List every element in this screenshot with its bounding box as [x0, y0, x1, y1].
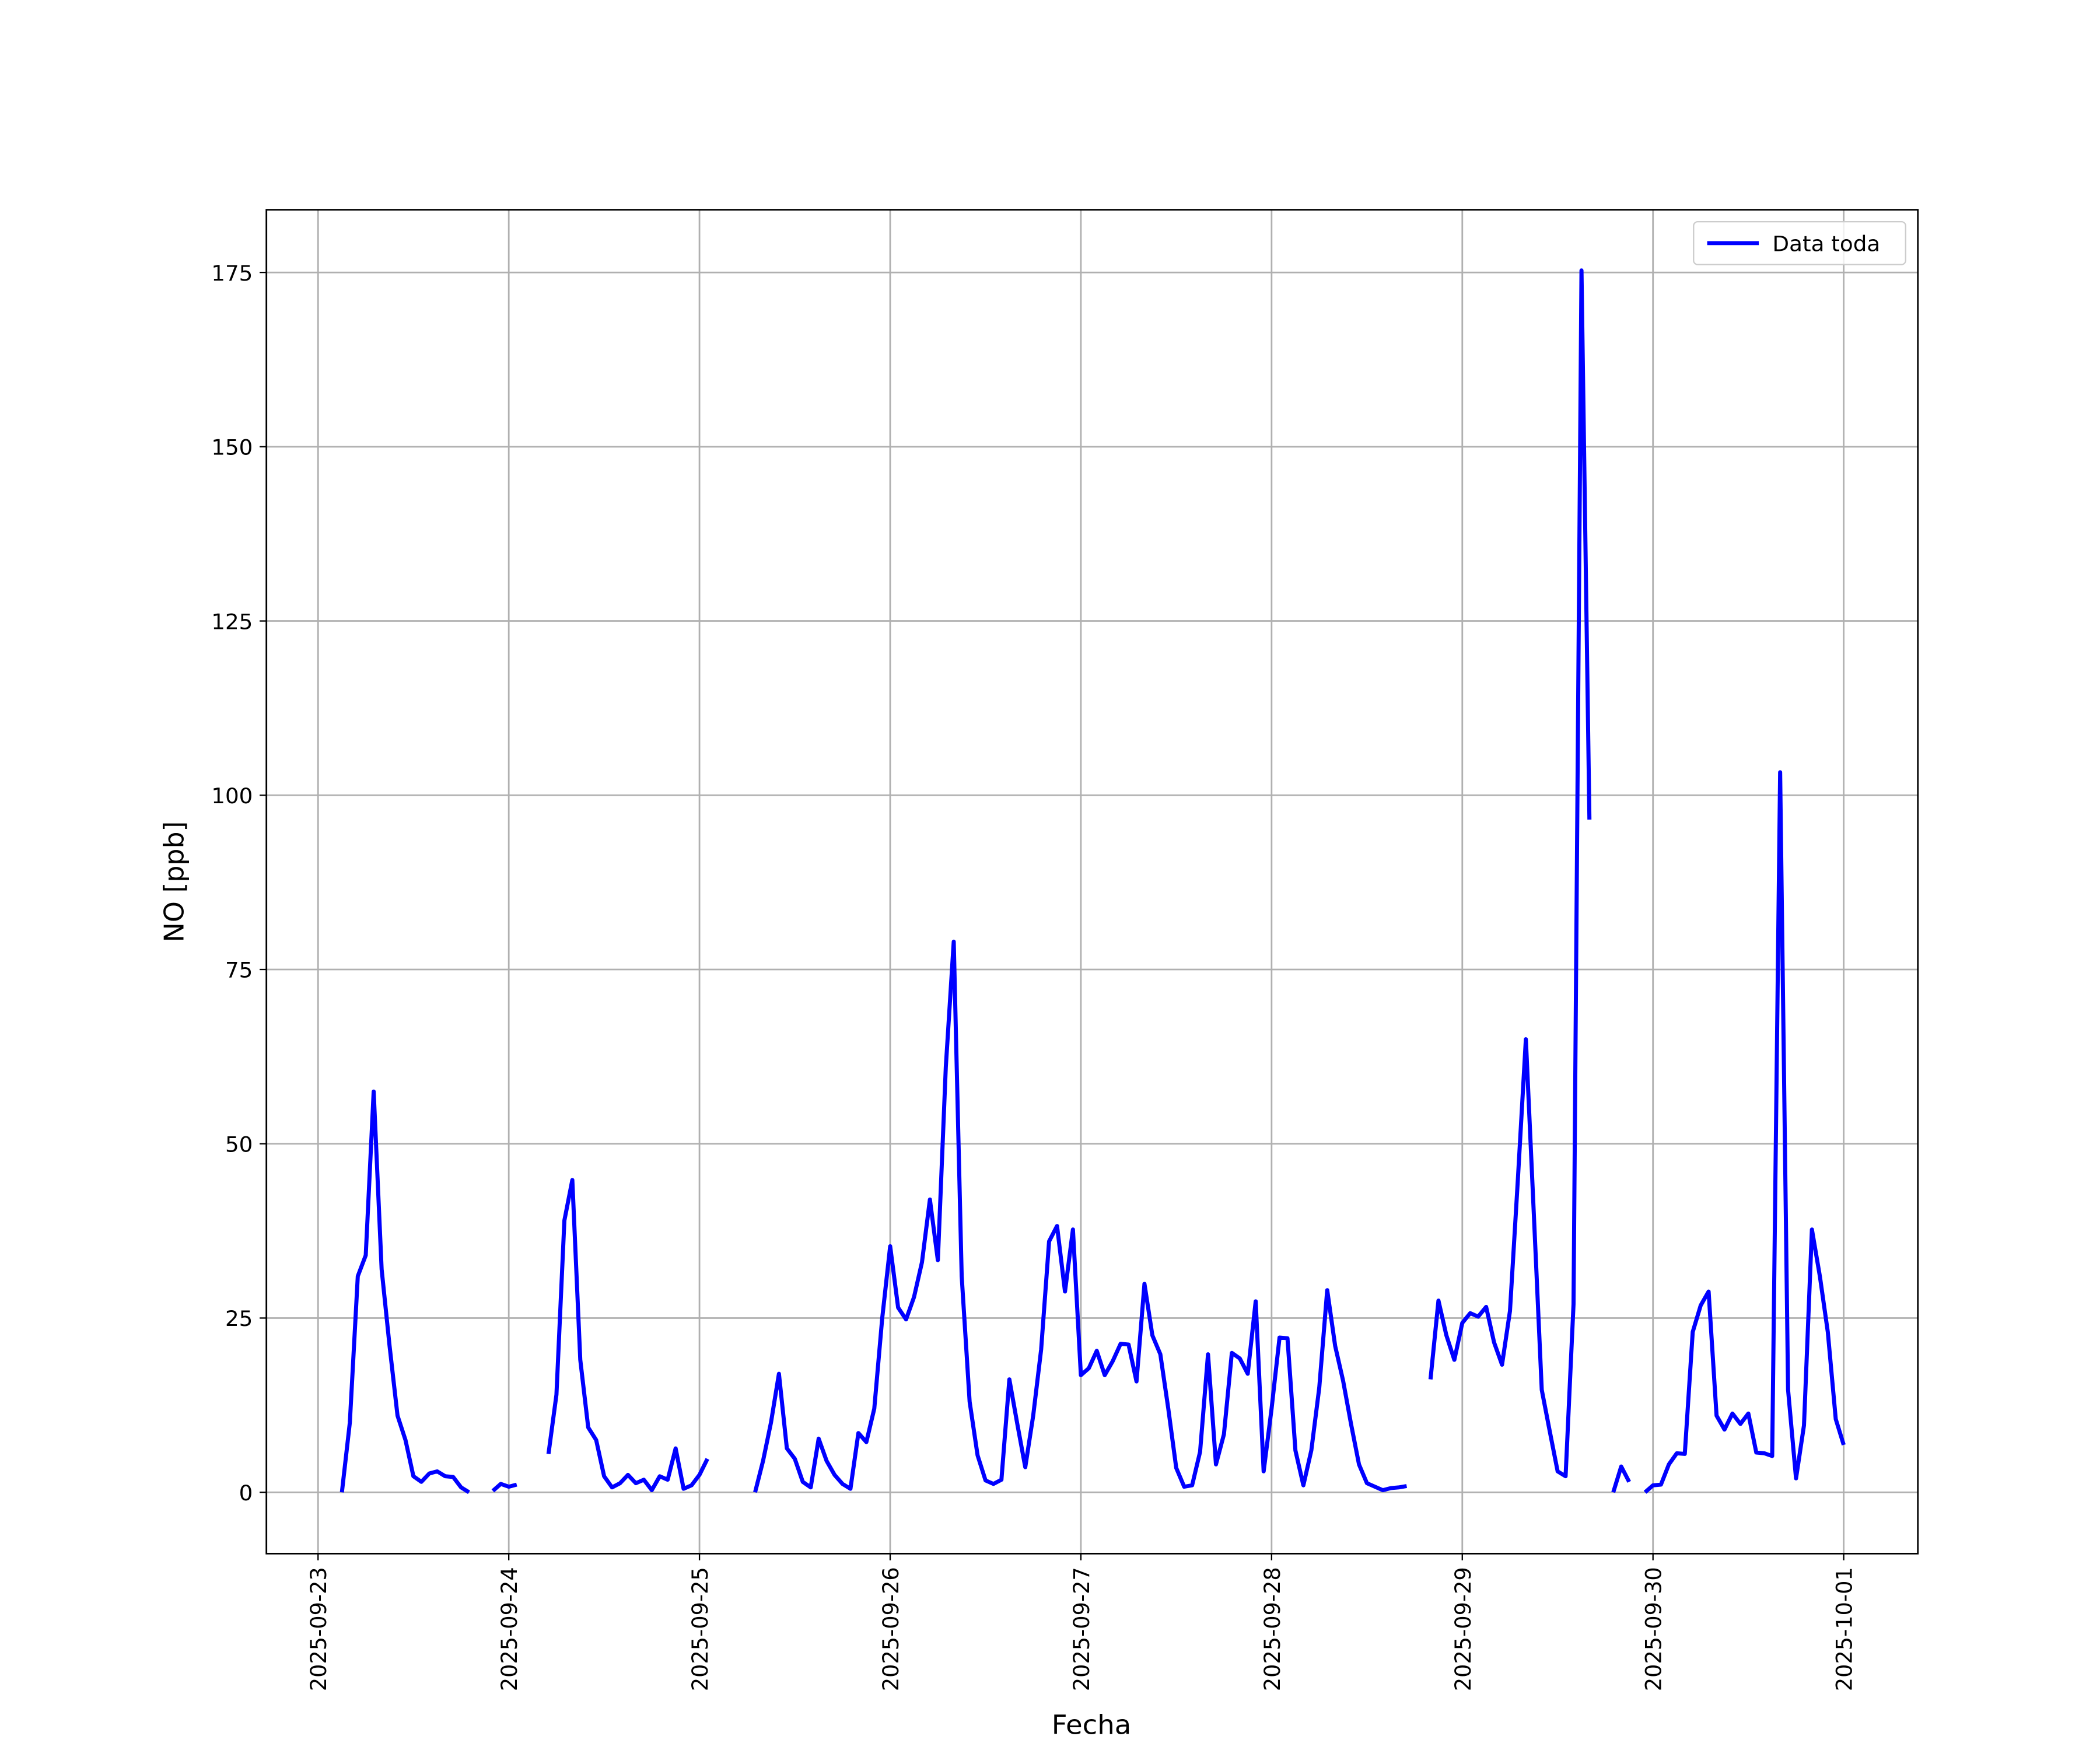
y-tick-label: 100	[211, 783, 253, 808]
x-tick-label: 2025-09-30	[1641, 1567, 1666, 1691]
x-tick-label: 2025-09-26	[878, 1567, 904, 1691]
y-tick-label: 75	[225, 958, 253, 983]
x-tick-label: 2025-09-27	[1069, 1567, 1094, 1691]
y-tick-label: 25	[225, 1307, 253, 1332]
y-tick-label: 125	[211, 610, 253, 635]
x-axis-label: Fecha	[1052, 1709, 1132, 1741]
plot-frame	[265, 209, 1919, 1555]
x-tick-label: 2025-09-24	[497, 1567, 522, 1691]
y-tick-label: 175	[211, 261, 253, 286]
x-tick-label: 2025-10-01	[1832, 1567, 1857, 1691]
x-tick-label: 2025-09-25	[688, 1567, 713, 1691]
y-tick-label: 0	[239, 1480, 253, 1506]
y-axis-label: NO [ppb]	[158, 821, 190, 943]
x-tick-label: 2025-09-29	[1450, 1567, 1475, 1691]
legend-label: Data toda	[1772, 232, 1880, 257]
legend-box	[1693, 221, 1906, 265]
x-tick-label: 2025-09-28	[1260, 1567, 1285, 1691]
x-tick-label: 2025-09-23	[306, 1567, 331, 1691]
legend: Data toda	[1693, 221, 1906, 265]
y-tick-label: 150	[211, 435, 253, 460]
y-tick-label: 50	[225, 1132, 253, 1157]
data-line	[340, 268, 1846, 1494]
